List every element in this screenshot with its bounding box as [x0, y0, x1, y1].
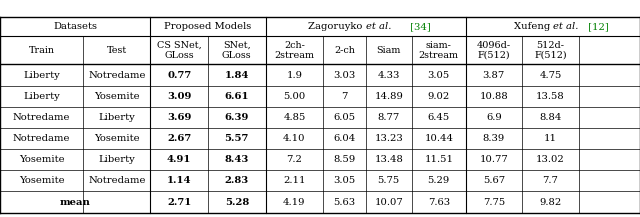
Text: 1.84: 1.84	[225, 71, 249, 79]
Text: 2.67: 2.67	[167, 134, 191, 143]
Text: 11.51: 11.51	[424, 155, 453, 164]
Text: 10.44: 10.44	[424, 134, 453, 143]
Text: 7.7: 7.7	[543, 176, 558, 185]
Text: Yosemite: Yosemite	[94, 92, 140, 101]
Text: 3.69: 3.69	[167, 113, 191, 122]
Text: 3.87: 3.87	[483, 71, 505, 79]
Text: Proposed Models: Proposed Models	[164, 22, 252, 31]
Text: 10.07: 10.07	[374, 197, 403, 207]
Text: 8.43: 8.43	[225, 155, 249, 164]
Text: 7: 7	[342, 92, 348, 101]
Text: Test: Test	[107, 46, 127, 55]
Text: 10.88: 10.88	[479, 92, 508, 101]
Text: Liberty: Liberty	[23, 71, 60, 79]
Text: 8.84: 8.84	[540, 113, 561, 122]
Text: Datasets: Datasets	[53, 22, 97, 31]
Text: Train: Train	[29, 46, 54, 55]
Text: 5.00: 5.00	[284, 92, 305, 101]
Text: 3.03: 3.03	[333, 71, 356, 79]
Text: 8.39: 8.39	[483, 134, 505, 143]
Text: 3.05: 3.05	[428, 71, 450, 79]
Text: 4.85: 4.85	[284, 113, 305, 122]
Text: 5.63: 5.63	[333, 197, 356, 207]
Text: 2-ch: 2-ch	[334, 46, 355, 55]
Text: Siam: Siam	[376, 46, 401, 55]
Text: 9.02: 9.02	[428, 92, 450, 101]
Text: Liberty: Liberty	[99, 155, 135, 164]
Text: Zagoruyko: Zagoruyko	[308, 22, 366, 31]
Text: Notredame: Notredame	[13, 113, 70, 122]
Text: 13.58: 13.58	[536, 92, 564, 101]
Text: 1.9: 1.9	[287, 71, 302, 79]
Text: 1.14: 1.14	[167, 176, 191, 185]
Text: 2.83: 2.83	[225, 176, 249, 185]
Text: et al.: et al.	[366, 22, 391, 31]
Text: et al.: et al.	[553, 22, 579, 31]
Text: Notredame: Notredame	[88, 71, 145, 79]
Text: 5.67: 5.67	[483, 176, 505, 185]
Text: 5.29: 5.29	[428, 176, 450, 185]
Text: 6.9: 6.9	[486, 113, 502, 122]
Text: 7.63: 7.63	[428, 197, 450, 207]
Text: 5.57: 5.57	[225, 134, 249, 143]
Text: Yosemite: Yosemite	[94, 134, 140, 143]
Text: [34]: [34]	[408, 22, 431, 31]
Text: 6.45: 6.45	[428, 113, 450, 122]
Text: 14.89: 14.89	[374, 92, 403, 101]
Text: siam-
2stream: siam- 2stream	[419, 41, 459, 60]
Text: 9.82: 9.82	[540, 197, 561, 207]
Text: 4.75: 4.75	[540, 71, 561, 79]
Text: 0.77: 0.77	[167, 71, 191, 79]
Text: 8.77: 8.77	[378, 113, 400, 122]
Text: 11: 11	[544, 134, 557, 143]
Text: 8.59: 8.59	[333, 155, 356, 164]
Text: 6.04: 6.04	[333, 134, 356, 143]
Text: 4.91: 4.91	[167, 155, 191, 164]
Text: 3.05: 3.05	[333, 176, 356, 185]
Text: mean: mean	[60, 197, 91, 207]
Text: CS SNet,
GLoss: CS SNet, GLoss	[157, 41, 202, 60]
Text: 6.39: 6.39	[225, 113, 249, 122]
Text: 3.09: 3.09	[167, 92, 191, 101]
Text: Yosemite: Yosemite	[19, 155, 65, 164]
Text: Xufeng: Xufeng	[513, 22, 553, 31]
Text: 4.33: 4.33	[378, 71, 400, 79]
Text: Liberty: Liberty	[99, 113, 135, 122]
Text: Yosemite: Yosemite	[19, 176, 65, 185]
Text: SNet,
GLoss: SNet, GLoss	[222, 41, 252, 60]
Text: 7.75: 7.75	[483, 197, 505, 207]
Text: 13.48: 13.48	[374, 155, 403, 164]
Text: 2.71: 2.71	[167, 197, 191, 207]
Text: 6.61: 6.61	[225, 92, 249, 101]
Text: 13.02: 13.02	[536, 155, 564, 164]
Text: 13.23: 13.23	[374, 134, 403, 143]
Text: 5.28: 5.28	[225, 197, 249, 207]
Text: Liberty: Liberty	[23, 92, 60, 101]
Text: 6.05: 6.05	[333, 113, 356, 122]
Text: 2.11: 2.11	[283, 176, 306, 185]
Text: 5.75: 5.75	[378, 176, 400, 185]
Text: 4.10: 4.10	[283, 134, 306, 143]
Text: 10.77: 10.77	[479, 155, 508, 164]
Text: Notredame: Notredame	[88, 176, 145, 185]
Text: Notredame: Notredame	[13, 134, 70, 143]
Text: 512d-
F(512): 512d- F(512)	[534, 41, 566, 60]
Text: 2ch-
2stream: 2ch- 2stream	[275, 41, 314, 60]
Text: [12]: [12]	[585, 22, 609, 31]
Text: 4.19: 4.19	[283, 197, 306, 207]
Text: 7.2: 7.2	[287, 155, 302, 164]
Text: 4096d-
F(512): 4096d- F(512)	[477, 41, 511, 60]
